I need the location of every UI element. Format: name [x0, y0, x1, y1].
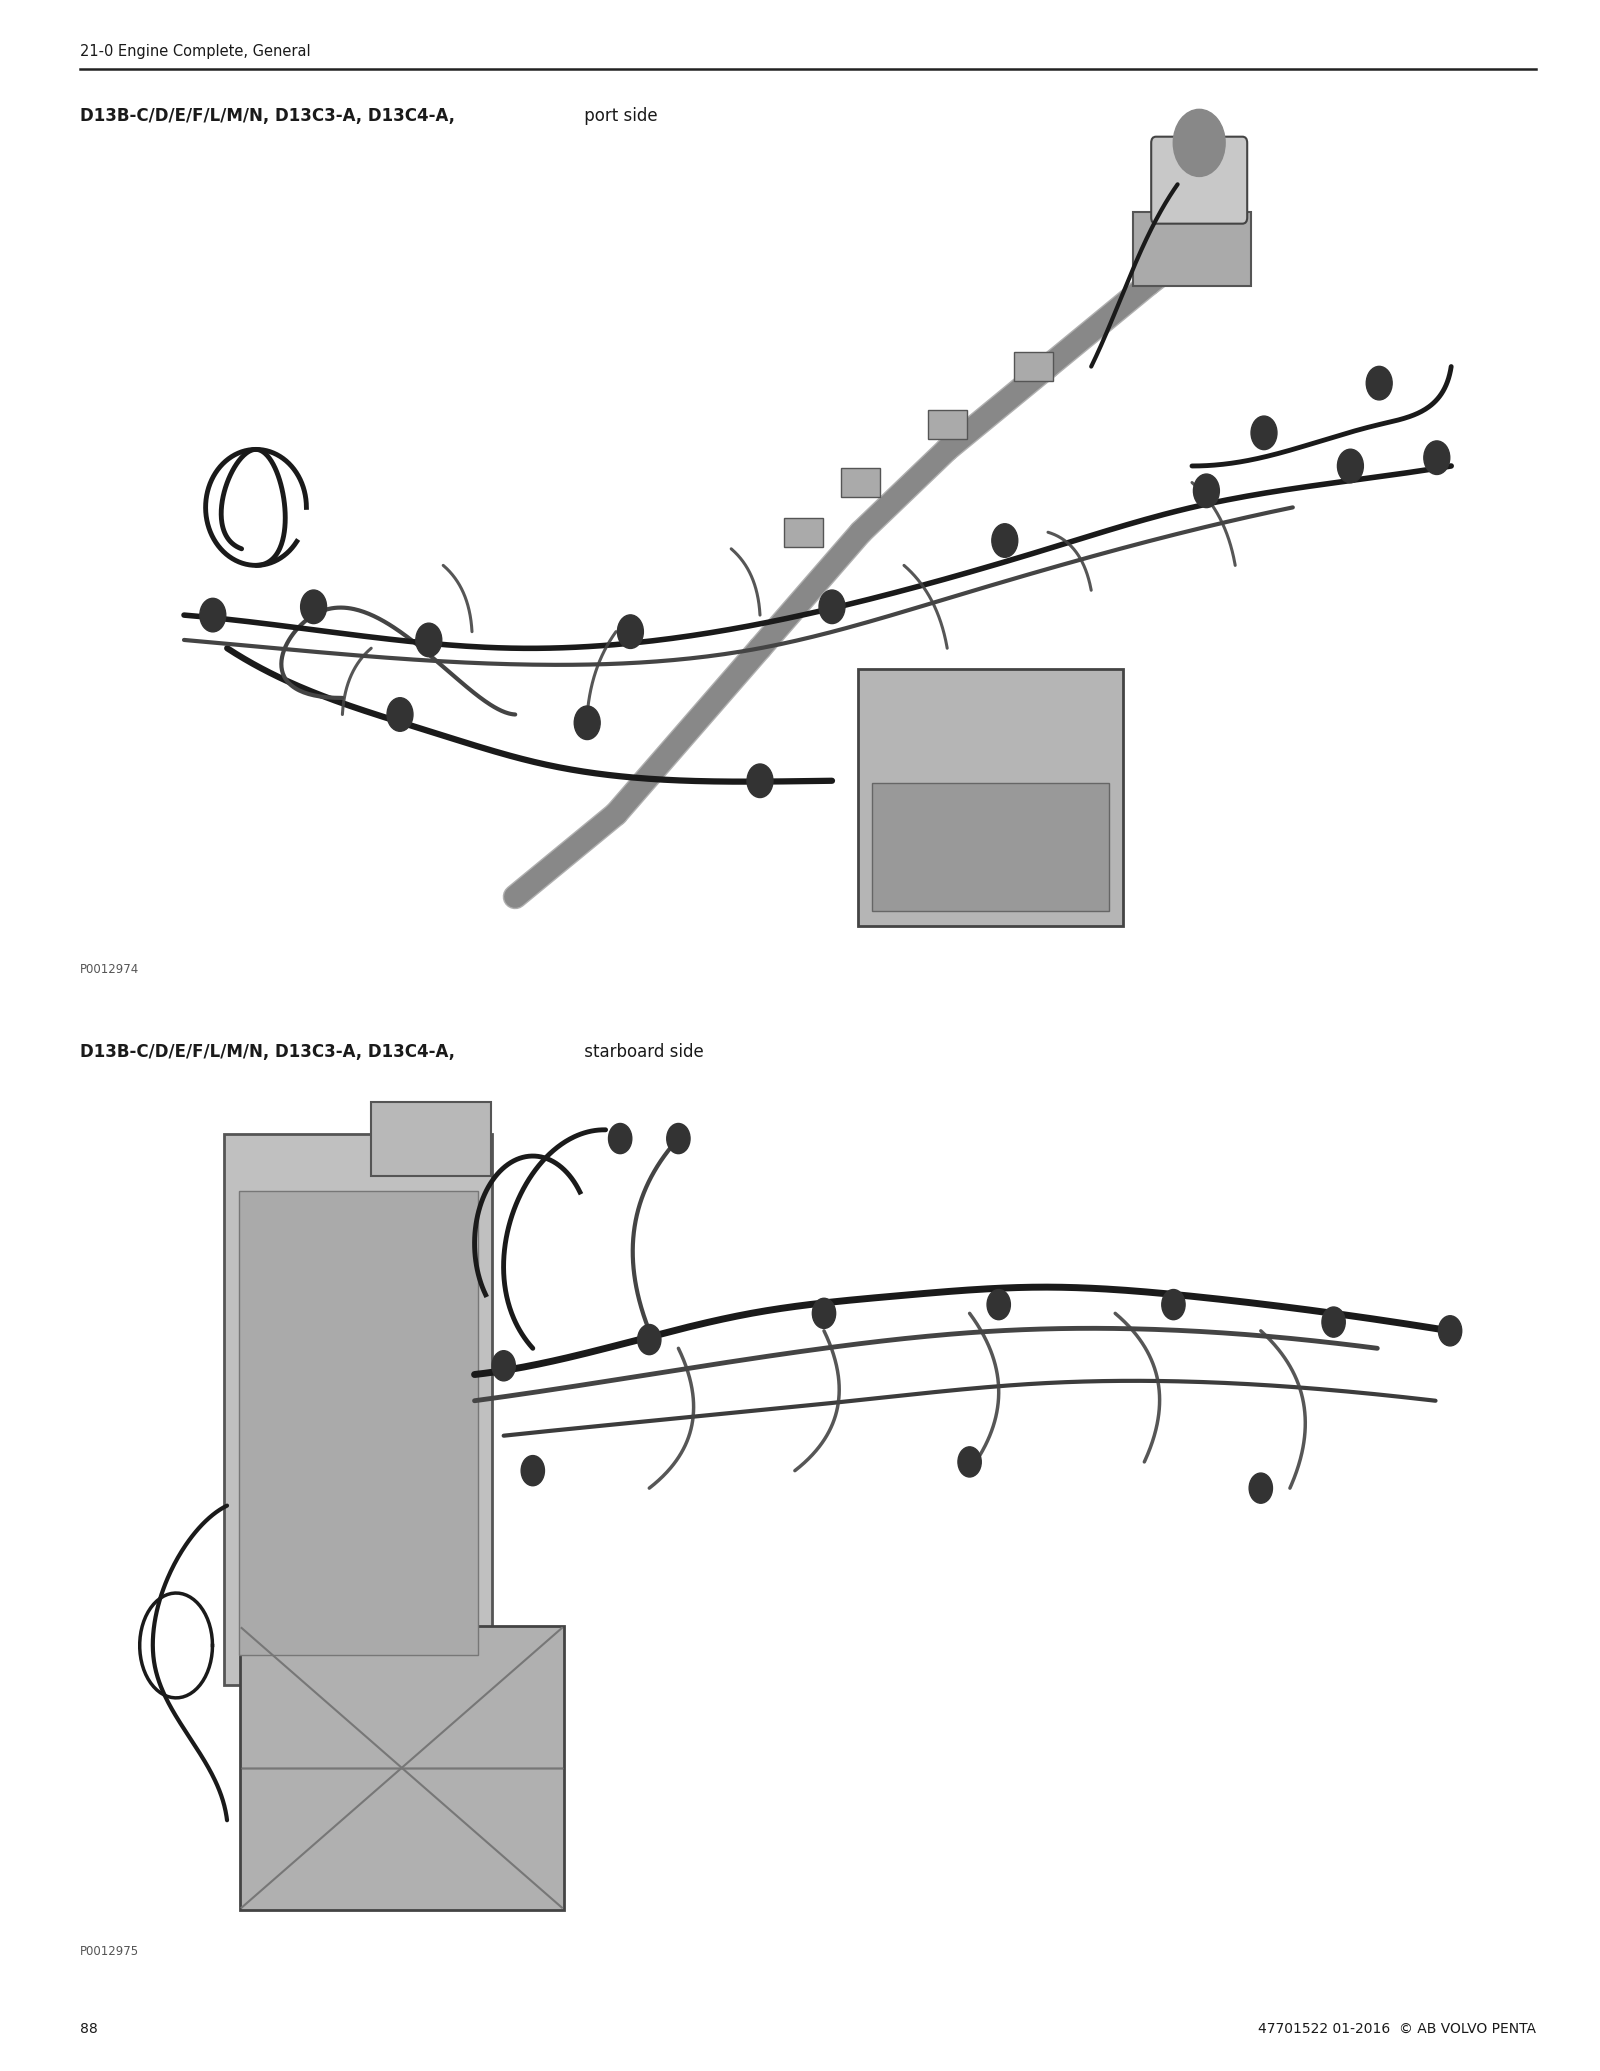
FancyBboxPatch shape — [872, 783, 1109, 911]
Circle shape — [522, 1456, 544, 1485]
Text: 88: 88 — [80, 2021, 98, 2036]
Circle shape — [667, 1122, 690, 1154]
Circle shape — [813, 1299, 835, 1328]
Circle shape — [1366, 367, 1392, 400]
Circle shape — [1424, 441, 1450, 474]
Circle shape — [387, 698, 413, 731]
Circle shape — [493, 1350, 515, 1381]
Circle shape — [416, 623, 442, 657]
Circle shape — [1438, 1315, 1462, 1346]
FancyBboxPatch shape — [238, 1191, 478, 1655]
Circle shape — [301, 590, 326, 623]
FancyBboxPatch shape — [224, 1135, 493, 1684]
Circle shape — [638, 1325, 661, 1354]
Text: port side: port side — [579, 108, 658, 124]
Circle shape — [1194, 474, 1219, 507]
Text: D13B-C/D/E/F/L/M/N, D13C3-A, D13C4-A,: D13B-C/D/E/F/L/M/N, D13C3-A, D13C4-A, — [80, 108, 454, 124]
FancyBboxPatch shape — [1014, 352, 1053, 381]
Circle shape — [987, 1290, 1010, 1319]
Circle shape — [747, 764, 773, 797]
FancyBboxPatch shape — [1133, 211, 1251, 286]
Text: D13B-C/D/E/F/L/M/N, D13C3-A, D13C4-A,: D13B-C/D/E/F/L/M/N, D13C3-A, D13C4-A, — [80, 1044, 454, 1062]
Circle shape — [574, 706, 600, 739]
Circle shape — [958, 1448, 981, 1477]
Text: P0012974: P0012974 — [80, 963, 139, 978]
Circle shape — [1173, 110, 1226, 176]
Text: P0012975: P0012975 — [80, 1945, 139, 1959]
FancyBboxPatch shape — [928, 410, 966, 439]
Circle shape — [1251, 416, 1277, 449]
FancyBboxPatch shape — [784, 518, 822, 547]
Circle shape — [1338, 449, 1363, 483]
FancyBboxPatch shape — [371, 1102, 491, 1176]
FancyBboxPatch shape — [842, 468, 880, 497]
Circle shape — [618, 615, 643, 648]
Circle shape — [1162, 1290, 1186, 1319]
Circle shape — [608, 1122, 632, 1154]
Circle shape — [992, 524, 1018, 557]
Text: 21-0 Engine Complete, General: 21-0 Engine Complete, General — [80, 43, 310, 60]
Text: starboard side: starboard side — [579, 1044, 704, 1062]
Circle shape — [1250, 1472, 1272, 1504]
Circle shape — [1322, 1307, 1346, 1338]
FancyBboxPatch shape — [1150, 137, 1246, 224]
FancyBboxPatch shape — [858, 669, 1123, 926]
Circle shape — [819, 590, 845, 623]
Circle shape — [200, 599, 226, 632]
Text: 47701522 01-2016  © AB VOLVO PENTA: 47701522 01-2016 © AB VOLVO PENTA — [1258, 2021, 1536, 2036]
FancyBboxPatch shape — [240, 1626, 563, 1909]
